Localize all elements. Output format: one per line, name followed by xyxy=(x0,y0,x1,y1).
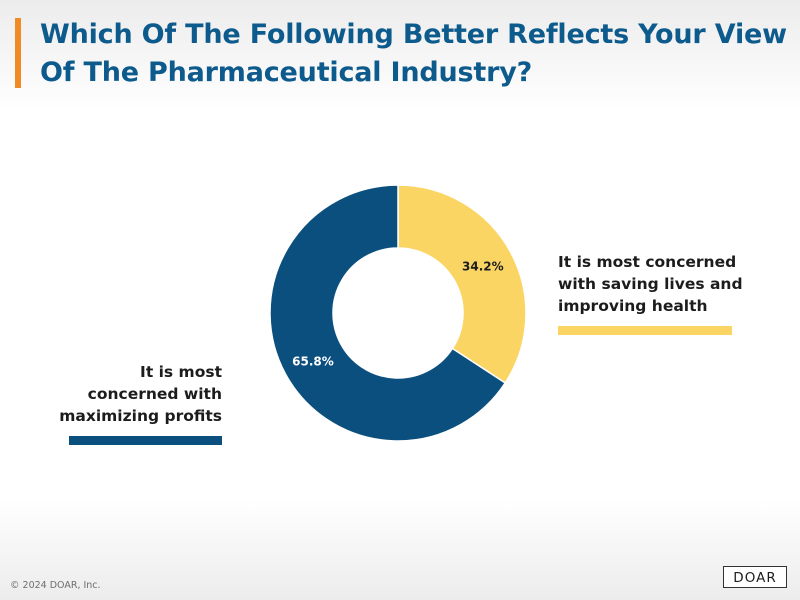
donut-slice-0 xyxy=(397,184,527,384)
copyright-text: © 2024 DOAR, Inc. xyxy=(10,580,101,591)
legend-swatch-blue xyxy=(69,436,222,445)
title-accent-bar xyxy=(15,18,21,88)
doar-logo: DOAR xyxy=(723,566,787,588)
legend-item-saving-lives: It is most concerned with saving lives a… xyxy=(558,251,758,335)
legend-label-profits: It is most concerned with maximizing pro… xyxy=(59,363,222,425)
legend-label-saving-lives: It is most concerned with saving lives a… xyxy=(558,253,743,315)
donut-slice-label-0: 34.2% xyxy=(462,260,504,274)
legend-swatch-yellow xyxy=(558,326,732,335)
donut-slice-1 xyxy=(269,184,507,442)
legend-item-profits: It is most concerned with maximizing pro… xyxy=(40,361,222,445)
donut-slice-label-1: 65.8% xyxy=(292,355,334,369)
page-title: Which Of The Following Better Reflects Y… xyxy=(40,19,787,88)
